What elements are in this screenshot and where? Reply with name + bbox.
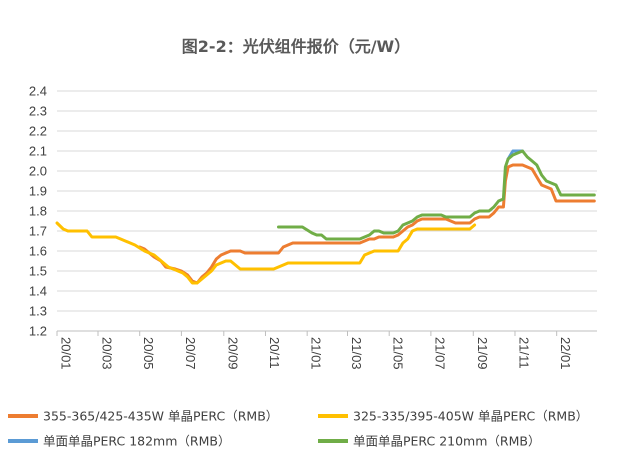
x-tick-label: 20/07 (183, 337, 198, 370)
y-tick-label: 1.8 (29, 204, 47, 219)
legend-label: 单面单晶PERC 210mm（RMB） (353, 434, 540, 449)
series-line-1 (138, 163, 596, 285)
y-tick-label: 2.2 (29, 124, 47, 139)
y-tick-label: 2.0 (29, 164, 47, 179)
x-axis-ticks: 20/01 20/03 20/05 20/07 20/09 20/11 21/01 21/03… (56, 331, 573, 370)
chart-title: 图2-2：光伏组件报价（元/W） (182, 37, 410, 56)
x-tick-label: 21/07 (432, 337, 447, 370)
x-tick-label: 20/05 (141, 337, 156, 370)
y-tick-label: 1.3 (29, 304, 47, 319)
x-tick-label: 21/09 (475, 337, 490, 370)
x-tick-label: 21/05 (391, 337, 406, 370)
y-tick-label: 2.1 (29, 144, 47, 159)
legend: 355-365/425-435W 单晶PERC（RMB） 325-335/395-… (8, 409, 588, 449)
y-tick-label: 1.6 (29, 244, 47, 259)
y-axis-ticks: 1.2 1.3 1.4 1.5 1.6 1.7 1.8 1.9 2.0 2.1 2.2 2.3 2.4 (29, 84, 47, 339)
y-tick-label: 1.4 (29, 284, 47, 299)
legend-label: 355-365/425-435W 单晶PERC（RMB） (43, 409, 278, 424)
y-tick-label: 2.4 (29, 84, 47, 99)
x-tick-label: 22/01 (558, 337, 573, 370)
x-tick-label: 21/11 (516, 337, 531, 369)
y-tick-label: 1.2 (29, 324, 47, 339)
gridlines (57, 90, 597, 332)
y-tick-label: 1.5 (29, 264, 47, 279)
x-tick-label: 21/01 (309, 337, 324, 370)
x-tick-label: 20/09 (225, 337, 240, 370)
series-line-2 (55, 221, 477, 285)
legend-label: 325-335/395-405W 单晶PERC（RMB） (353, 409, 588, 424)
y-tick-label: 1.9 (29, 184, 47, 199)
legend-label: 单面单晶PERC 182mm（RMB） (43, 434, 230, 449)
x-tick-label: 20/01 (59, 337, 74, 370)
x-tick-label: 20/11 (267, 337, 282, 369)
y-tick-label: 2.3 (29, 104, 47, 119)
x-tick-label: 21/03 (349, 337, 364, 370)
x-tick-label: 20/03 (100, 337, 115, 370)
series-line-4 (277, 149, 596, 241)
y-tick-label: 1.7 (29, 224, 47, 239)
series-lines (55, 149, 596, 285)
